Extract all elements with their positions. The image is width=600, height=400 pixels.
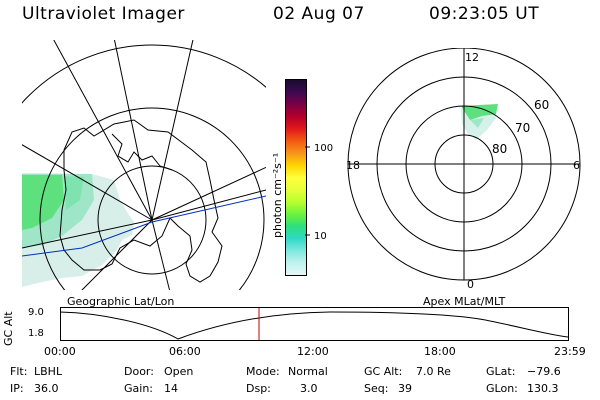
uv-emission-patch <box>64 176 84 210</box>
geographic-map <box>22 40 266 290</box>
meridian-line <box>151 166 266 221</box>
altitude-strip-frame <box>60 307 569 341</box>
latitude-circle-outer <box>22 44 266 104</box>
gain-label: Gain: <box>124 382 153 395</box>
glat-value: −79.6 <box>527 365 561 378</box>
colorbar-ticks: 100 10 <box>305 143 333 242</box>
polar-emission-core <box>470 118 484 128</box>
geographic-panel-label: Geographic Lat/Lon <box>67 295 175 308</box>
mlt-label-6: 6 <box>573 159 580 172</box>
date-label: 02 Aug 07 <box>273 4 365 24</box>
glon-label: GLon: <box>486 382 518 395</box>
instrument-title: Ultraviolet Imager <box>22 4 185 24</box>
meridian-line <box>113 40 153 221</box>
terminator-line <box>22 195 266 257</box>
seq-value: 39 <box>398 382 412 395</box>
altitude-strip <box>60 307 569 341</box>
flt-label: Flt: <box>10 365 28 378</box>
colorbar-label: photon cm⁻²s⁻¹ <box>271 152 284 238</box>
mlat-label-60: 60 <box>534 98 549 112</box>
meridian-line <box>53 40 153 221</box>
time-label-12: 12:00 <box>297 345 329 358</box>
time-label-06: 06:00 <box>169 345 201 358</box>
glon-value: 130.3 <box>527 382 559 395</box>
latitude-circle-middle <box>39 107 265 290</box>
door-value: Open <box>164 365 194 378</box>
polar-plot: 12 18 6 0 60 70 80 <box>346 48 581 291</box>
terminator-line <box>22 189 266 249</box>
colorbar <box>285 79 307 276</box>
dsp-label: Dsp: <box>246 382 271 395</box>
mode-label: Mode: <box>246 365 280 378</box>
door-label: Door: <box>124 365 154 378</box>
meridian-line <box>81 219 153 290</box>
mlat-label-70: 70 <box>515 121 530 135</box>
mlt-label-12: 12 <box>465 51 479 64</box>
time-label-18: 18:00 <box>424 345 456 358</box>
meridian-line <box>22 144 153 221</box>
continent-outline <box>59 119 223 283</box>
mlt-label-18: 18 <box>346 159 360 172</box>
dsp-value: 3.0 <box>300 382 318 395</box>
meridian-line <box>151 40 194 221</box>
time-label: 09:23:05 UT <box>429 4 540 24</box>
flt-value: LBHL <box>34 365 63 378</box>
gain-value: 14 <box>164 382 178 395</box>
mode-value: Normal <box>288 365 328 378</box>
time-label-2359: 23:59 <box>554 345 586 358</box>
meridian-line <box>151 219 171 290</box>
colorbar-tick-10: 10 <box>314 231 327 242</box>
glat-label: GLat: <box>486 365 516 378</box>
ip-value: 36.0 <box>34 382 59 395</box>
gcalt-value: 7.0 Re <box>416 365 451 378</box>
mlt-label-0: 0 <box>467 278 474 291</box>
apex-panel-label: Apex MLat/MLT <box>423 295 506 308</box>
uv-emission-peak <box>22 175 64 230</box>
altitude-axis-label: GC Alt <box>2 311 15 346</box>
seq-label: Seq: <box>364 382 389 395</box>
altitude-tick-high: 9.0 <box>28 307 44 318</box>
colorbar-tick-100: 100 <box>314 143 333 154</box>
altitude-curve <box>60 311 569 340</box>
ip-label: IP: <box>10 382 24 395</box>
mlat-label-80: 80 <box>492 142 507 156</box>
gcalt-label: GC Alt: <box>364 365 403 378</box>
time-label-00: 00:00 <box>44 345 76 358</box>
coastline-detail <box>111 133 173 171</box>
latitude-circle-inner <box>97 165 207 275</box>
altitude-tick-low: 1.8 <box>28 328 44 339</box>
polar-emission-peak <box>461 104 498 120</box>
